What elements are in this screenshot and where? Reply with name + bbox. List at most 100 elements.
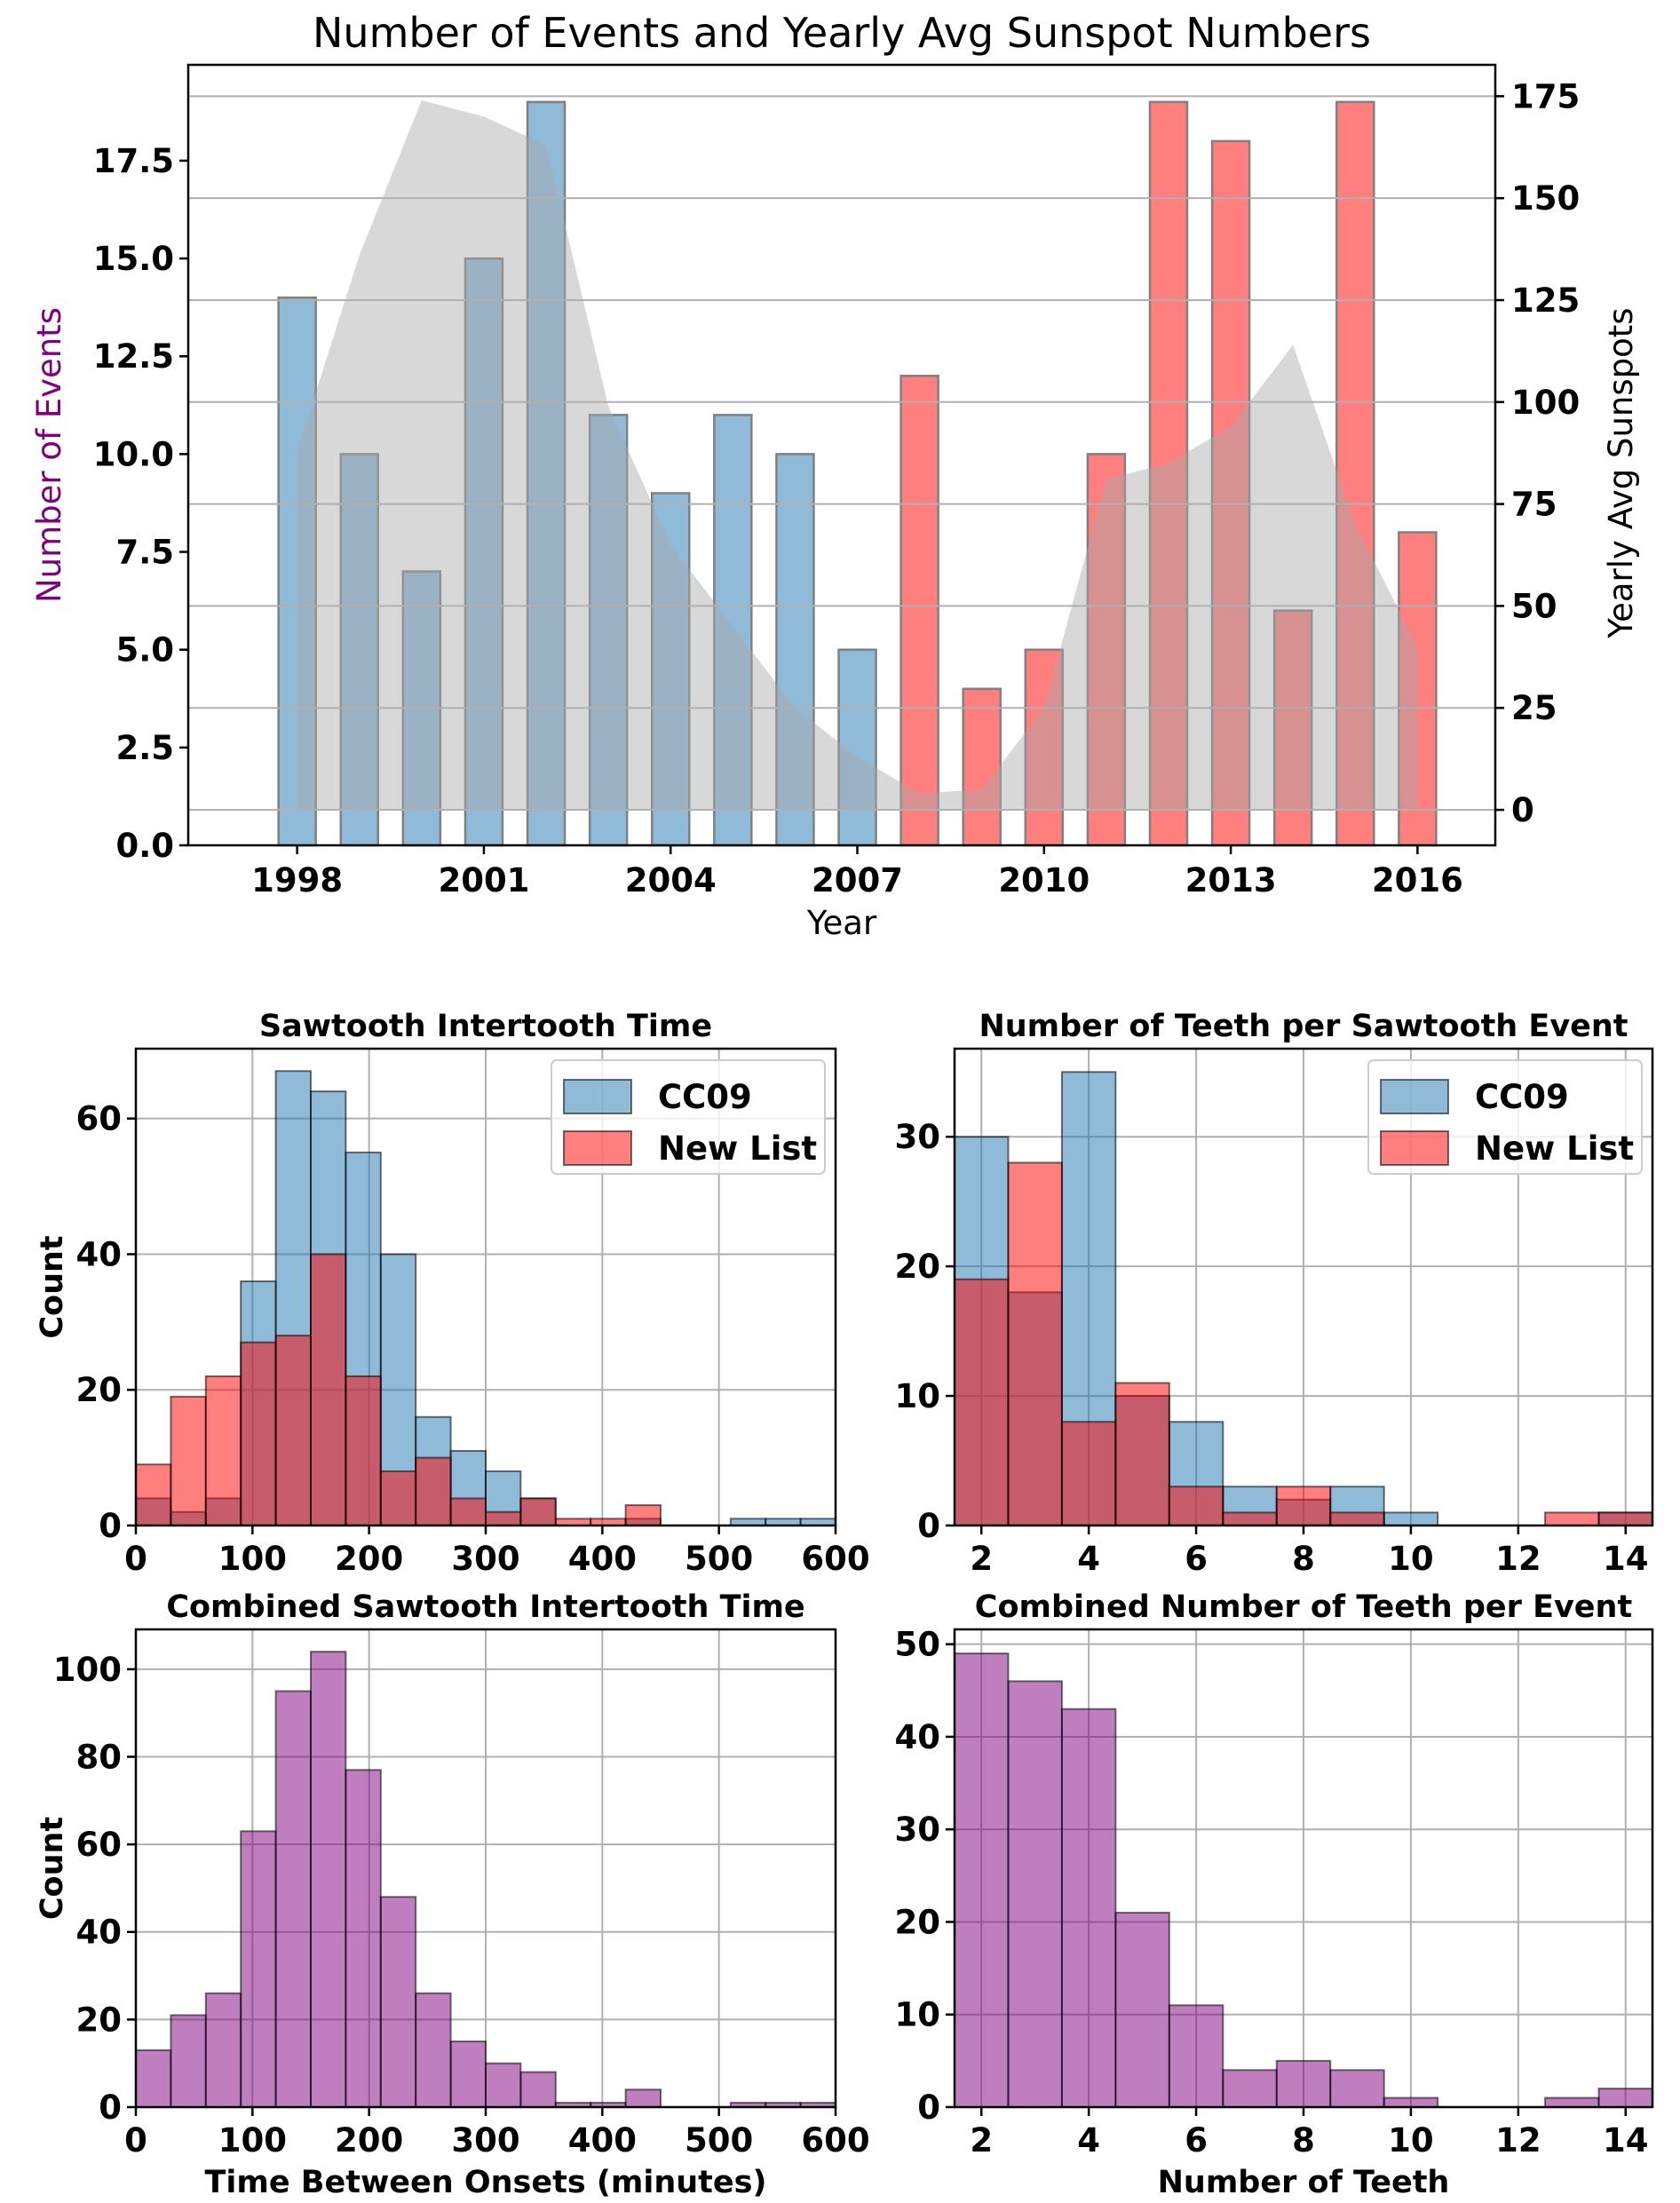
ytick-right-label: 50 <box>1511 587 1557 625</box>
panel-title: Sawtooth Intertooth Time <box>259 1009 712 1044</box>
xtick-label: 200 <box>335 2121 403 2159</box>
bar-new-list-7 <box>379 1470 417 1527</box>
xtick-label: 6 <box>1185 2121 1208 2159</box>
ytick-label: 50 <box>895 1626 941 1664</box>
panel-title: Number of Teeth per Sawtooth Event <box>979 1009 1628 1044</box>
xtick-label: 400 <box>568 1540 637 1578</box>
bar-cc09-1999 <box>339 453 380 847</box>
bar-new-list-3 <box>1114 1382 1170 1526</box>
bar-combined-0 <box>954 1652 1010 2108</box>
xtick-label: 2001 <box>438 861 529 899</box>
ytick-label: 80 <box>76 1738 123 1776</box>
chart-combined-teeth: 0 10 20 30 40 50 2 4 6 8 10 12 14 Combined Number of … <box>895 1589 1654 2200</box>
legend-label: New List <box>1475 1129 1634 1168</box>
bar-new-list-6 <box>1275 1486 1332 1526</box>
axes-frame <box>134 1047 837 1527</box>
bar-cc09-2005 <box>713 414 753 847</box>
bar-new-list-14 <box>624 1504 662 1527</box>
xtick-label: 10 <box>1388 2121 1434 2159</box>
ytick-left-label: 2.5 <box>115 729 174 767</box>
bar-new-list-2010 <box>1024 648 1065 847</box>
bar-new-list-8 <box>415 1456 452 1526</box>
axes-frame <box>953 1628 1654 2109</box>
chart-teeth-per-event: 0 10 20 30 2 4 6 8 10 12 14 Number of Teeth per Saw… <box>895 1009 1654 1578</box>
bar-combined-1 <box>1007 1680 1063 2108</box>
bar-new-list-6 <box>345 1375 382 1526</box>
bar-new-list-2 <box>204 1375 242 1526</box>
bar-new-list-0 <box>135 1463 172 1527</box>
y-axis-label: Count <box>35 1817 70 1920</box>
bar-combined-8 <box>415 1992 452 2108</box>
xtick-label: 600 <box>801 2121 869 2159</box>
bar-combined-3 <box>240 1830 277 2108</box>
xtick-label: 500 <box>685 2121 753 2159</box>
ytick-label: 0 <box>99 2088 122 2127</box>
bar-new-list-2011 <box>1086 453 1127 847</box>
xtick-label: 2007 <box>812 861 903 899</box>
bar-combined-4 <box>1168 2004 1224 2108</box>
xtick-label: 2013 <box>1185 861 1277 899</box>
bar-new-list-2013 <box>1210 139 1251 847</box>
bar-cc09-1998 <box>277 296 317 847</box>
xtick-label: 500 <box>685 1540 753 1578</box>
xtick-label: 14 <box>1603 2121 1649 2159</box>
bar-combined-5 <box>310 1651 347 2108</box>
ytick-label: 40 <box>76 1235 123 1273</box>
bar-new-list-1 <box>170 1395 207 1526</box>
ytick-right-label: 0 <box>1511 791 1534 829</box>
bar-new-list-10 <box>485 1510 522 1527</box>
bar-combined-7 <box>1329 2069 1385 2109</box>
xtick-label: 2 <box>970 2121 993 2159</box>
xtick-label: 0 <box>124 2121 147 2159</box>
xtick-label: 4 <box>1077 2121 1100 2159</box>
chart-events-sunspots: 0 25 50 75 100 125 150 175 0.0 2.5 5.0 7.5 10.0 12.5 1… <box>30 9 1640 942</box>
bar-new-list-0 <box>954 1278 1010 1526</box>
xtick-label: 8 <box>1292 2121 1315 2159</box>
ytick-label: 20 <box>76 2001 123 2039</box>
xtick-label: 100 <box>218 1540 287 1578</box>
xtick-label: 1998 <box>251 861 343 899</box>
bar-combined-12 <box>1597 2088 1653 2108</box>
xtick-label: 12 <box>1495 2121 1541 2159</box>
xtick-label: 300 <box>451 1540 519 1578</box>
ytick-label: 0 <box>917 1507 940 1545</box>
xtick-label: 2016 <box>1372 861 1463 899</box>
bar-new-list-2016 <box>1398 531 1438 847</box>
ytick-right-label: 175 <box>1511 77 1580 115</box>
ytick-label: 60 <box>76 1100 123 1138</box>
ytick-left-label: 10.0 <box>93 435 174 473</box>
xtick-label: 2010 <box>998 861 1090 899</box>
xtick-label: 600 <box>801 1540 869 1578</box>
bar-combined-10 <box>485 2062 522 2109</box>
ytick-label: 100 <box>53 1651 122 1689</box>
ytick-label: 20 <box>895 1248 941 1286</box>
ytick-left-label: 12.5 <box>93 337 174 376</box>
bar-new-list-7 <box>1329 1511 1385 1526</box>
bar-cc09-8 <box>1383 1511 1439 1526</box>
ytick-left-label: 7.5 <box>115 534 174 572</box>
axes-frame <box>134 1628 837 2109</box>
bar-new-list-9 <box>449 1497 487 1526</box>
bar-new-list-12 <box>1597 1511 1653 1526</box>
xtick-label: 400 <box>568 2121 637 2159</box>
y-axis-label-right: Yearly Avg Sunspots <box>1602 307 1640 638</box>
bar-combined-14 <box>624 2088 662 2108</box>
x-axis-label: Year <box>806 904 877 942</box>
bar-new-list-2015 <box>1335 100 1375 847</box>
ytick-left-label: 17.5 <box>93 142 174 180</box>
bar-combined-5 <box>1222 2069 1278 2109</box>
axes-frame <box>186 63 1497 847</box>
ytick-label: 20 <box>76 1371 123 1409</box>
legend: CC09 New List <box>1367 1059 1643 1175</box>
ytick-label: 40 <box>76 1914 123 1952</box>
ytick-label: 40 <box>895 1718 941 1756</box>
bar-combined-2 <box>204 1992 242 2108</box>
ytick-right-label: 100 <box>1511 384 1580 422</box>
bar-combined-2 <box>1060 1708 1117 2108</box>
bar-new-list-2 <box>1060 1421 1117 1526</box>
legend: CC09 New List <box>551 1059 826 1175</box>
ytick-label: 60 <box>76 1826 123 1864</box>
x-axis-label: Time Between Onsets (minutes) <box>205 2165 767 2200</box>
bar-new-list-2008 <box>899 375 939 847</box>
